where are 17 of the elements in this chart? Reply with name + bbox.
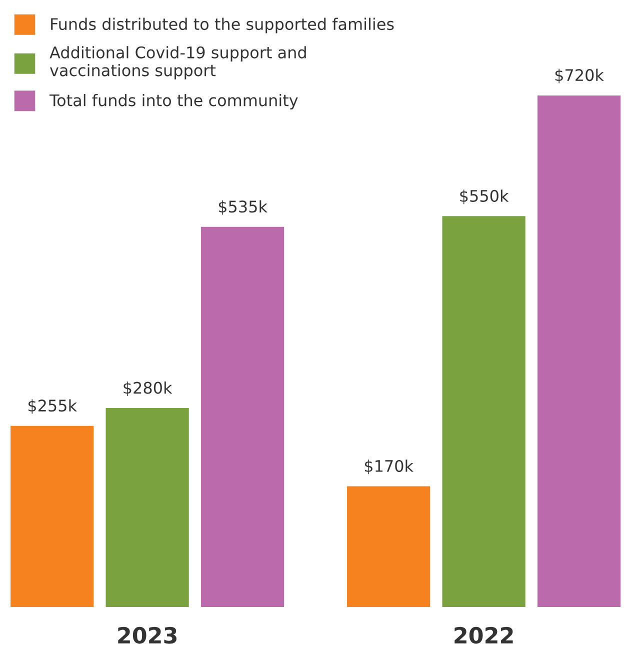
data-label: $550k	[460, 190, 509, 204]
x-tick-label: 2023	[118, 626, 176, 644]
bar	[200, 226, 284, 608]
bar	[347, 486, 430, 608]
bar	[10, 426, 94, 608]
bar	[442, 216, 526, 608]
data-label: $535k	[218, 200, 268, 215]
bar	[537, 95, 621, 608]
data-label: $170k	[364, 460, 414, 474]
legend-label: Total funds into the community	[49, 94, 298, 110]
data-label: $280k	[124, 381, 172, 396]
data-label: $720k	[555, 68, 604, 84]
bar	[106, 408, 189, 608]
data-label: $255k	[28, 399, 77, 414]
x-tick-label: 2022	[454, 626, 513, 644]
legend-label: Funds distributed to the supported families	[51, 18, 394, 34]
legend-label: Additional Covid-19 support and vaccinations support	[50, 46, 306, 80]
